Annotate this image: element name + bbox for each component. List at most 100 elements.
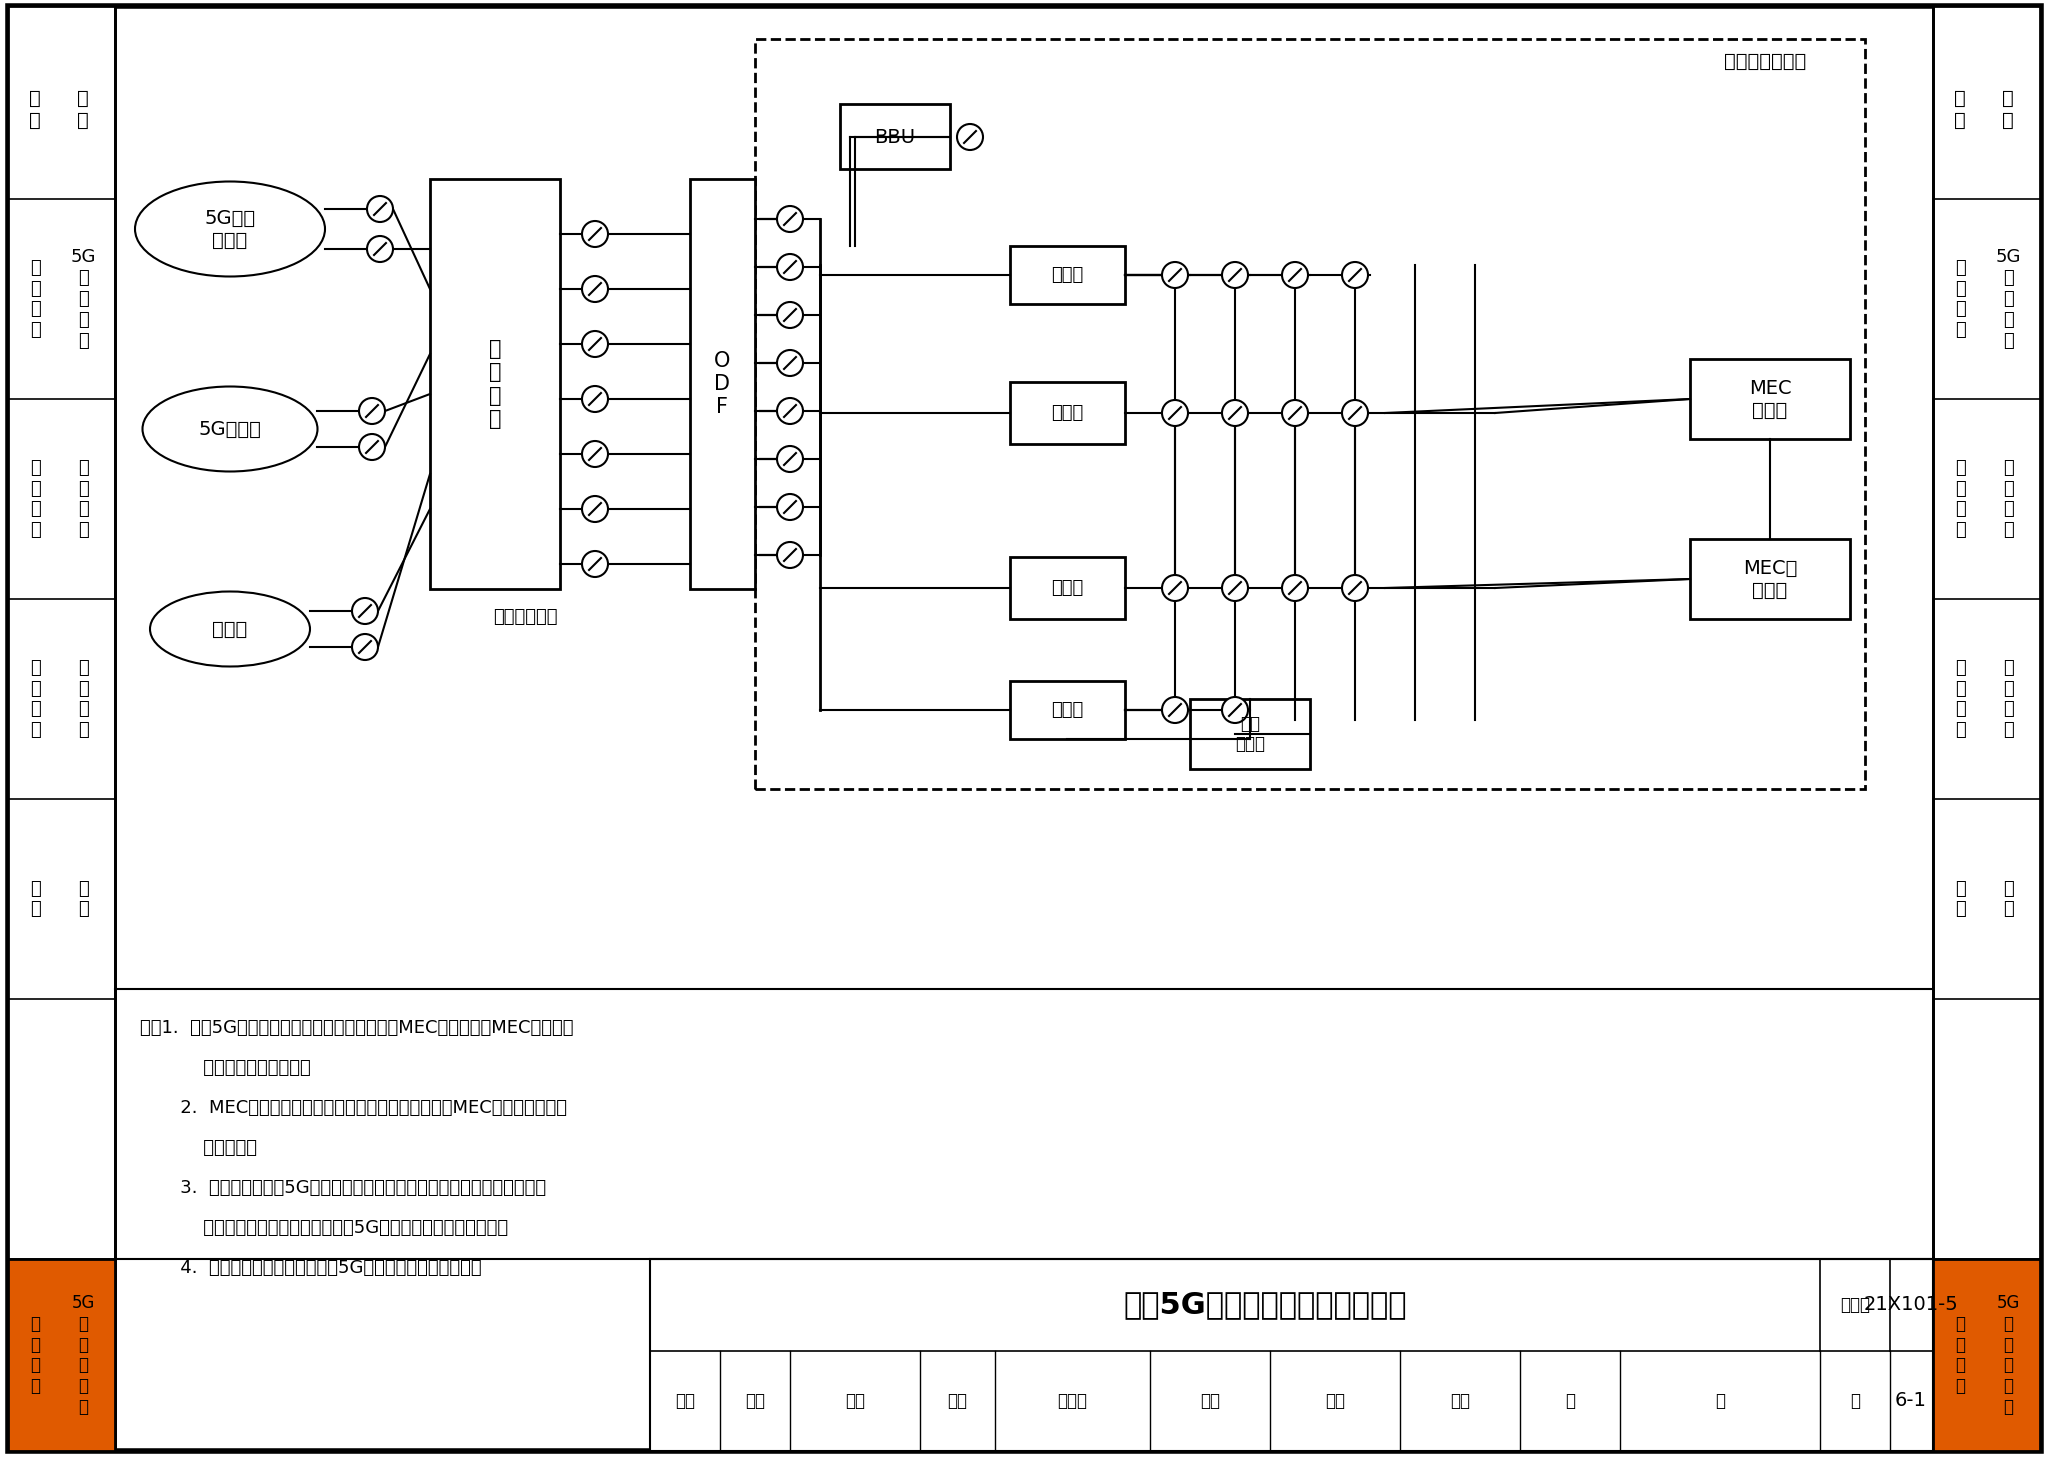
Text: 边
缘
计
算: 边 缘 计 算 [1956,1315,1964,1395]
Circle shape [367,236,393,263]
Bar [1010,247,1124,303]
Circle shape [1282,575,1309,601]
Circle shape [352,598,379,624]
Bar [756,39,1866,789]
Text: 数据处理。: 数据处理。 [139,1139,256,1157]
Ellipse shape [150,591,309,667]
Text: O
D
F: O D F [715,350,731,417]
Text: 系
统
设
计: 系 统 设 计 [1954,258,1966,338]
Circle shape [1161,263,1188,287]
Text: 21X101-5: 21X101-5 [1864,1296,1958,1315]
Bar [1010,557,1124,619]
Text: 山广: 山广 [1200,1392,1221,1409]
Circle shape [1223,575,1247,601]
Text: 示
例: 示 例 [29,880,41,918]
Bar [1010,382,1124,444]
Circle shape [1161,575,1188,601]
Circle shape [582,496,608,522]
Bar [1690,538,1849,619]
Circle shape [582,331,608,357]
Ellipse shape [143,387,317,471]
Bar [1010,681,1124,740]
Text: 页: 页 [1714,1392,1724,1409]
Text: BBU: BBU [874,127,915,146]
Circle shape [582,387,608,411]
Text: 5G无线
接入网: 5G无线 接入网 [205,209,256,249]
Text: 设
施
设
计: 设 施 设 计 [29,458,41,540]
Text: 5G
网
络
覆
盖: 5G 网 络 覆 盖 [1995,248,2021,350]
Circle shape [956,124,983,150]
Text: 交换机: 交换机 [1051,404,1083,422]
Ellipse shape [135,181,326,277]
Text: 引至传输设备: 引至传输设备 [494,608,557,626]
Circle shape [582,552,608,576]
Circle shape [358,433,385,460]
Text: 防火墙: 防火墙 [1051,700,1083,719]
Text: 系
统
设
计: 系 统 设 计 [29,258,41,338]
Circle shape [776,206,803,232]
Text: MEC分
流网关: MEC分 流网关 [1743,559,1798,600]
Circle shape [1223,697,1247,724]
Circle shape [582,220,608,247]
Text: 5G
网
络
多
接
入: 5G 网 络 多 接 入 [1997,1294,2019,1417]
Text: 6-1: 6-1 [1894,1392,1927,1411]
Text: 工
程: 工 程 [78,880,88,918]
Circle shape [776,541,803,568]
Bar [8,1259,115,1452]
Circle shape [352,635,379,659]
Text: 5G
网
络
覆
盖: 5G 网 络 覆 盖 [70,248,96,350]
Bar [1933,6,2040,1452]
Circle shape [1341,575,1368,601]
Text: 校对: 校对 [946,1392,967,1409]
Circle shape [1161,400,1188,426]
Circle shape [1282,263,1309,287]
Bar [115,6,1933,1452]
Text: 4.  防火墙侧挂在交换机上进行5G边缘计算节点安全防护。: 4. 防火墙侧挂在交换机上进行5G边缘计算节点安全防护。 [139,1259,481,1277]
Text: 符
术: 符 术 [29,89,41,130]
Circle shape [1282,400,1309,426]
Text: 建
筑
配
套: 建 筑 配 套 [2003,659,2013,740]
Text: 5G核心网: 5G核心网 [199,420,262,439]
Text: 交换机: 交换机 [1051,579,1083,597]
Text: 刘: 刘 [1565,1392,1575,1409]
Bar [1933,1259,2040,1452]
Text: 号
语: 号 语 [2003,89,2013,130]
Bar [1190,699,1311,769]
Circle shape [367,196,393,222]
Text: 工
程: 工 程 [2003,880,2013,918]
Text: 封样: 封样 [745,1392,766,1409]
Text: 设计: 设计 [1325,1392,1346,1409]
Text: 孙成虎: 孙成虎 [1057,1392,1087,1409]
Circle shape [358,398,385,425]
Text: 设
施
施
工: 设 施 施 工 [1954,659,1966,740]
Text: 符
术: 符 术 [1954,89,1966,130]
Text: 设
施
施
工: 设 施 施 工 [29,659,41,740]
Circle shape [776,495,803,519]
Circle shape [1341,400,1368,426]
Circle shape [776,446,803,473]
Circle shape [776,254,803,280]
Text: 建
筑
配
套: 建 筑 配 套 [2003,458,2013,540]
Text: 3.  交换机用于疏通5G边缘计算节点内业务、网管及存储信息，并通过光: 3. 交换机用于疏通5G边缘计算节点内业务、网管及存储信息，并通过光 [139,1179,547,1196]
Text: 建筑物通信机房: 建筑物通信机房 [1724,51,1806,70]
Text: 图集号: 图集号 [1839,1296,1870,1315]
Text: 交换机及防火墙设备。: 交换机及防火墙设备。 [139,1059,311,1077]
Text: 吴昊: 吴昊 [1450,1392,1470,1409]
Text: 号
语: 号 语 [78,89,88,130]
Circle shape [582,276,608,302]
Circle shape [776,350,803,376]
Text: 互联网: 互联网 [213,620,248,639]
Text: 示
例: 示 例 [1954,880,1966,918]
Circle shape [1161,697,1188,724]
Text: 纤配线架与外部的无线接入网、5G核心网及互联网网络互联。: 纤配线架与外部的无线接入网、5G核心网及互联网网络互联。 [139,1220,508,1237]
Bar [840,104,950,169]
Text: 边
缘
计
算: 边 缘 计 算 [31,1315,41,1395]
Circle shape [1223,263,1247,287]
Text: 建
筑
配
套: 建 筑 配 套 [78,659,88,740]
Text: 防火墙: 防火墙 [1051,266,1083,285]
Text: MEC
服务器: MEC 服务器 [1749,378,1792,420]
Text: 审核: 审核 [676,1392,694,1409]
Circle shape [776,302,803,328]
Text: 赵铮: 赵铮 [846,1392,864,1409]
Bar [1690,359,1849,439]
